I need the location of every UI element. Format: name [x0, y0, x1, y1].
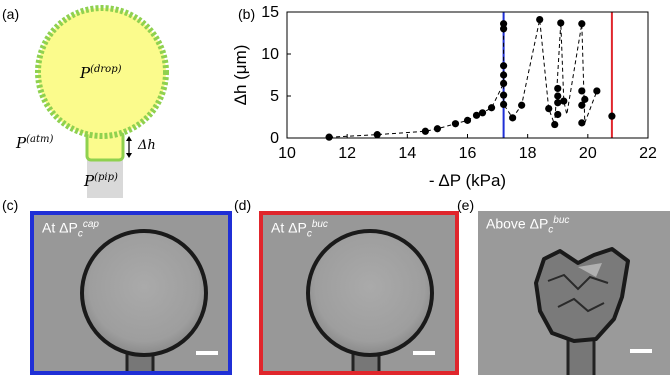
data-point — [557, 19, 565, 27]
x-axis-label: - ΔP (kPa) — [429, 171, 506, 190]
panel-label-d: (d) — [234, 197, 252, 213]
data-point — [500, 62, 508, 70]
x-tick-label: 10 — [278, 145, 296, 162]
data-point — [509, 114, 517, 122]
x-tick-label: 14 — [398, 145, 416, 162]
data-point — [551, 120, 559, 129]
data-point — [578, 119, 586, 127]
panel-label-a: (a) — [2, 6, 20, 22]
data-point — [451, 120, 460, 128]
scale-bar-c — [196, 351, 218, 355]
caption-d: At ΔPcbuc — [271, 219, 328, 240]
data-point — [500, 71, 508, 79]
panel-label-b: (b) — [238, 6, 256, 22]
data-point — [500, 91, 508, 99]
data-point — [581, 95, 589, 103]
data-point — [478, 109, 487, 117]
data-point — [554, 110, 562, 119]
data-point — [472, 111, 481, 119]
droplet-schematic — [35, 5, 169, 198]
pipette-body — [87, 158, 123, 198]
data-point — [500, 100, 508, 108]
micrograph-e: Above ΔPcbuc — [478, 211, 670, 375]
micrograph-d-image — [263, 215, 455, 371]
y-tick-label: 0 — [270, 130, 279, 147]
data-point — [578, 87, 586, 95]
series-line — [329, 19, 598, 138]
micrograph-d: At ΔPcbuc — [259, 211, 459, 375]
x-tick-label: 20 — [579, 145, 597, 162]
data-point — [554, 99, 562, 107]
data-point — [578, 20, 586, 28]
x-tick-label: 22 — [639, 145, 657, 162]
data-point — [500, 79, 508, 87]
data-point — [463, 116, 472, 124]
y-tick-label: 15 — [261, 4, 279, 21]
panel-label-c: (c) — [2, 197, 19, 213]
x-tick-label: 12 — [338, 145, 356, 162]
drop-circle — [35, 5, 169, 139]
label-p-atm: P(atm) — [16, 134, 54, 152]
data-point — [608, 112, 616, 120]
caption-e: Above ΔPcbuc — [486, 215, 570, 236]
data-point — [433, 125, 442, 133]
y-tick-label: 5 — [270, 88, 279, 105]
micrograph-c: At ΔPccap — [30, 211, 232, 375]
label-delta-h: Δh — [138, 138, 156, 153]
label-p-pip: P(pip) — [84, 172, 118, 190]
data-point — [554, 84, 562, 93]
data-point — [500, 20, 508, 28]
micrograph-c-image — [34, 215, 228, 371]
data-point — [487, 104, 496, 112]
data-point — [536, 15, 544, 24]
data-point — [554, 92, 562, 100]
data-point — [518, 101, 526, 109]
data-point — [500, 25, 508, 33]
data-point — [325, 133, 333, 141]
caption-c: At ΔPccap — [42, 219, 99, 240]
y-axis-label: Δh (μm) — [232, 45, 250, 106]
delta-h-chart: 10 12 14 16 18 20 22 0 5 10 15 - ΔP (kPa) Δh (μm) — [232, 4, 657, 190]
label-p-drop: P(drop) — [80, 64, 122, 82]
data-point — [373, 131, 381, 139]
data-point — [593, 87, 601, 95]
x-tick-label: 18 — [519, 145, 537, 162]
y-tick-label: 10 — [261, 46, 279, 63]
panel-label-e: (e) — [457, 197, 475, 213]
x-tick-label: 16 — [459, 145, 477, 162]
scale-bar-e — [630, 349, 652, 353]
data-point — [421, 127, 429, 135]
data-point — [560, 97, 568, 105]
data-point — [545, 105, 553, 113]
micrograph-e-image — [478, 211, 670, 375]
scale-bar-d — [413, 351, 435, 355]
data-point — [578, 101, 586, 109]
